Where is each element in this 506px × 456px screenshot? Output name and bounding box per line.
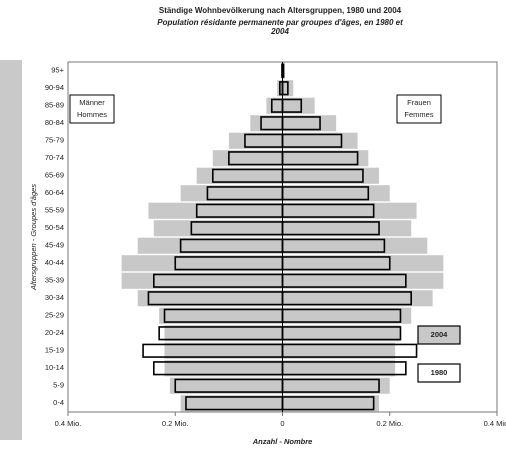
y-tick-label: 40-44 — [45, 258, 64, 267]
y-tick-label: 70-74 — [45, 153, 64, 162]
legend-label: 1980 — [431, 368, 448, 377]
y-tick-label: 85-89 — [45, 101, 64, 110]
legend-label: 2004 — [431, 330, 449, 339]
y-tick-label: 95+ — [51, 66, 64, 75]
y-tick-label: 55-59 — [45, 206, 64, 215]
y-tick-label: 45-49 — [45, 241, 64, 250]
page-edge — [0, 60, 22, 440]
side-label: Männer — [79, 98, 105, 107]
y-tick-label: 80-84 — [45, 118, 64, 127]
x-tick-label: 0.4 Mio. — [484, 419, 506, 428]
y-axis-label: Altersgruppen - Groupes d'âges — [29, 184, 38, 291]
y-tick-label: 75-79 — [45, 136, 64, 145]
y-tick-label: 90-94 — [45, 83, 64, 92]
x-tick-label: 0.2 Mio. — [162, 419, 189, 428]
y-tick-label: 0-4 — [53, 398, 64, 407]
x-tick-label: 0.2 Mio. — [376, 419, 403, 428]
y-tick-label: 35-39 — [45, 276, 64, 285]
y-tick-label: 50-54 — [45, 223, 64, 232]
y-tick-label: 30-34 — [45, 293, 64, 302]
side-label: Frauen — [407, 98, 431, 107]
x-tick-label: 0.4 Mio. — [55, 419, 82, 428]
x-axis-label: Anzahl - Nombre — [252, 437, 313, 446]
y-tick-label: 60-64 — [45, 188, 64, 197]
x-tick-label: 0 — [280, 419, 284, 428]
page: Ständige Wohnbevölkerung nach Altersgrup… — [0, 0, 506, 456]
y-tick-label: 20-24 — [45, 328, 64, 337]
side-label: Hommes — [77, 110, 107, 119]
y-tick-label: 15-19 — [45, 346, 64, 355]
y-tick-label: 65-69 — [45, 171, 64, 180]
side-label: Femmes — [404, 110, 433, 119]
y-tick-label: 25-29 — [45, 311, 64, 320]
y-tick-label: 10-14 — [45, 363, 64, 372]
y-tick-label: 5-9 — [53, 381, 64, 390]
chart: 0.4 Mio. 0.2 Mio. 0 0.2 Mio. 0.4 Mio. Anzahl … — [0, 0, 506, 456]
